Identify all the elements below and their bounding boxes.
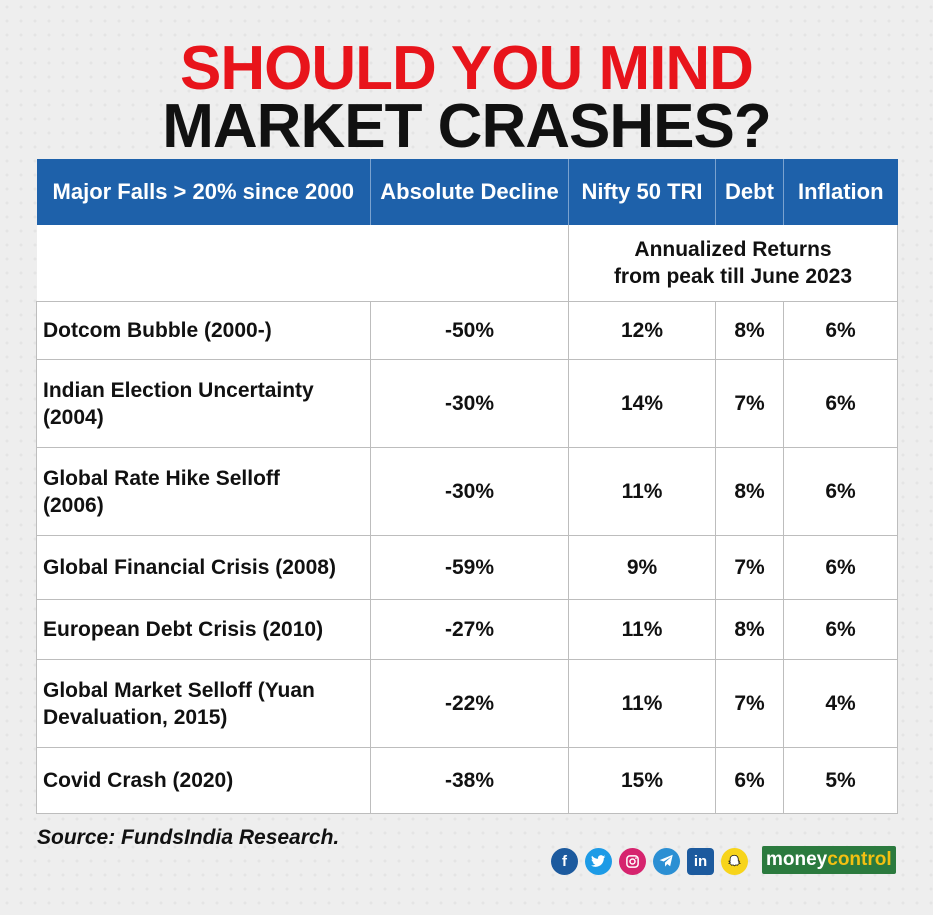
column-header-event: Major Falls > 20% since 2000 [36, 159, 371, 225]
event-line: Global Rate Hike Selloff [43, 466, 280, 490]
subheader-row: Annualized Returns from peak till June 2… [36, 225, 898, 302]
cell-absolute-decline: -38% [370, 747, 569, 814]
table-row: Global Market Selloff (Yuan Devaluation, … [36, 659, 898, 748]
cell-absolute-decline: -59% [370, 535, 569, 600]
subheader-line-2: from peak till June 2023 [613, 265, 853, 288]
cell-absolute-decline: -50% [370, 301, 569, 360]
cell-inflation: 6% [783, 301, 898, 360]
table-row: Indian Election Uncertainty (2004) -30% 14%… [36, 359, 898, 448]
event-line: Indian Election Uncertainty [43, 378, 314, 402]
cell-nifty: 11% [568, 447, 716, 536]
event-line: (2004) [43, 405, 104, 429]
cell-inflation: 6% [783, 447, 898, 536]
subheader-line-1: Annualized Returns [634, 238, 832, 261]
subheader-blank [36, 225, 569, 302]
cell-inflation: 6% [783, 359, 898, 448]
market-crash-table: Major Falls > 20% since 2000 Absolute De… [36, 159, 898, 814]
cell-event: Dotcom Bubble (2000-) [36, 301, 371, 360]
cell-absolute-decline: -22% [370, 659, 569, 748]
cell-debt: 7% [715, 535, 784, 600]
cell-nifty: 11% [568, 659, 716, 748]
cell-debt: 8% [715, 301, 784, 360]
cell-event: Global Rate Hike Selloff (2006) [36, 447, 371, 536]
logo-part-1: money [766, 849, 828, 870]
column-header-nifty: Nifty 50 TRI [568, 159, 716, 225]
source-note: Source: FundsIndia Research. [37, 826, 340, 849]
cell-absolute-decline: -27% [370, 599, 569, 660]
table-row: Dotcom Bubble (2000-) -50% 12% 8% 6% [36, 301, 898, 360]
cell-inflation: 4% [783, 659, 898, 748]
table-row: Covid Crash (2020) -38% 15% 6% 5% [36, 747, 898, 814]
instagram-icon[interactable] [619, 847, 646, 875]
linkedin-icon[interactable]: in [687, 847, 714, 875]
cell-inflation: 5% [783, 747, 898, 814]
event-line: Global Market Selloff (Yuan [43, 678, 315, 702]
cell-nifty: 14% [568, 359, 716, 448]
cell-debt: 8% [715, 447, 784, 536]
event-line: (2006) [43, 493, 104, 517]
cell-inflation: 6% [783, 535, 898, 600]
event-line: Covid Crash (2020) [43, 769, 234, 792]
telegram-icon[interactable] [653, 847, 680, 875]
snapchat-icon[interactable] [721, 847, 748, 875]
column-header-absolute-decline: Absolute Decline [370, 159, 569, 225]
cell-nifty: 12% [568, 301, 716, 360]
column-header-inflation: Inflation [783, 159, 898, 225]
social-icons: f in [551, 846, 755, 876]
cell-nifty: 15% [568, 747, 716, 814]
column-header-debt: Debt [715, 159, 784, 225]
cell-debt: 7% [715, 659, 784, 748]
cell-nifty: 11% [568, 599, 716, 660]
table-row: Global Rate Hike Selloff (2006) -30% 11% 8% 6… [36, 447, 898, 536]
table-row: European Debt Crisis (2010) -27% 11% 8% 6% [36, 599, 898, 660]
cell-debt: 6% [715, 747, 784, 814]
title-line-2: MARKET CRASHES? [162, 92, 771, 161]
cell-nifty: 9% [568, 535, 716, 600]
cell-absolute-decline: -30% [370, 359, 569, 448]
cell-absolute-decline: -30% [370, 447, 569, 536]
cell-event: Indian Election Uncertainty (2004) [36, 359, 371, 448]
cell-inflation: 6% [783, 599, 898, 660]
facebook-icon[interactable]: f [551, 847, 578, 875]
twitter-icon[interactable] [585, 847, 612, 875]
logo-part-2: control [827, 849, 892, 870]
event-line: European Debt Crisis (2010) [43, 618, 324, 641]
event-line: Global Financial Crisis (2008) [43, 556, 336, 579]
cell-event: Covid Crash (2020) [36, 747, 371, 814]
table-header-row: Major Falls > 20% since 2000 Absolute De… [36, 159, 898, 225]
cell-debt: 8% [715, 599, 784, 660]
event-line: Dotcom Bubble (2000-) [43, 319, 272, 342]
table-row: Global Financial Crisis (2008) -59% 9% 7% 6% [36, 535, 898, 600]
cell-event: Global Financial Crisis (2008) [36, 535, 371, 600]
cell-event: Global Market Selloff (Yuan Devaluation, … [36, 659, 371, 748]
event-line: Devaluation, 2015) [43, 705, 228, 729]
annualized-returns-label: Annualized Returns from peak till June 2… [568, 225, 898, 302]
moneycontrol-logo: money control [762, 846, 896, 874]
cell-debt: 7% [715, 359, 784, 448]
title-line-1: SHOULD YOU MIND [180, 34, 754, 103]
cell-event: European Debt Crisis (2010) [36, 599, 371, 660]
